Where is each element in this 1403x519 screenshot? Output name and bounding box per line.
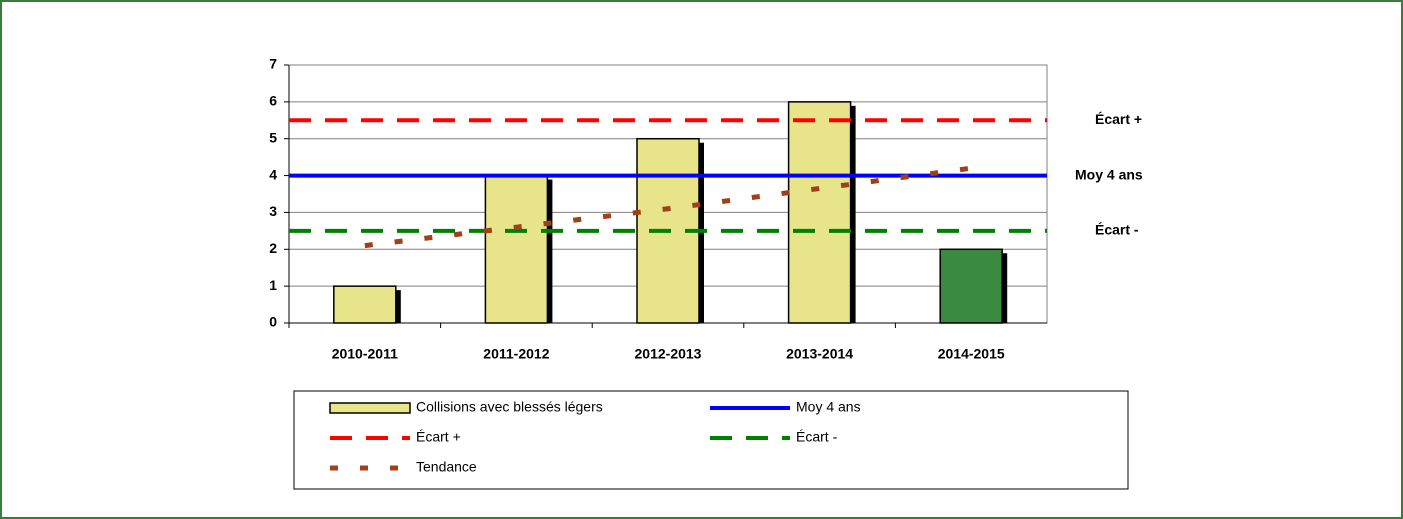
bar (484, 174, 549, 324)
x-tick-label: 2013-2014 (786, 346, 853, 362)
trend-line (364, 165, 972, 249)
line-annotation: Écart + (1095, 111, 1142, 127)
y-tick-label: 5 (269, 129, 277, 145)
y-tick-label: 1 (269, 277, 277, 293)
y-tick-label: 4 (269, 166, 277, 182)
bar (787, 101, 852, 324)
line-annotation: Moy 4 ans (1075, 166, 1143, 182)
y-tick-label: 6 (269, 93, 277, 109)
legend-label: Tendance (416, 459, 477, 475)
legend-label: Collisions avec blessés légers (416, 399, 603, 415)
x-tick-label: 2012-2013 (635, 346, 702, 362)
y-tick-label: 7 (269, 56, 277, 72)
legend-label: Écart + (416, 429, 461, 445)
bar (939, 248, 1003, 324)
y-tick-label: 0 (269, 314, 277, 330)
x-tick-label: 2010-2011 (332, 346, 398, 362)
line-annotation: Écart - (1095, 222, 1139, 238)
legend-swatch (329, 402, 411, 414)
legend-label: Moy 4 ans (796, 399, 861, 415)
x-tick-label: 2014-2015 (938, 346, 1005, 362)
x-tick-label: 2011-2012 (483, 346, 549, 362)
y-tick-label: 2 (269, 240, 277, 256)
bar (333, 285, 397, 324)
y-tick-label: 3 (269, 203, 277, 219)
legend-label: Écart - (796, 429, 838, 445)
